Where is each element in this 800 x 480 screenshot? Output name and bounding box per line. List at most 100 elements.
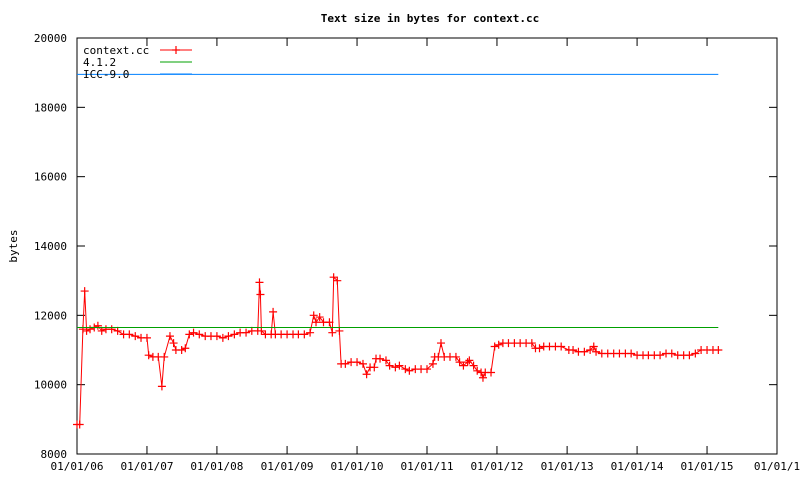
data-point (75, 420, 84, 429)
data-point (169, 339, 178, 348)
data-point (627, 349, 636, 358)
data-point (362, 370, 371, 379)
data-point (160, 352, 169, 361)
data-point (490, 342, 499, 351)
legend-marker (172, 46, 180, 54)
data-point (436, 339, 445, 348)
data-point (391, 363, 400, 372)
data-point (691, 349, 700, 358)
data-point (165, 332, 174, 341)
data-point (465, 356, 474, 365)
data-point (353, 358, 362, 367)
data-point (592, 347, 601, 356)
data-point (527, 339, 536, 348)
data-point (569, 346, 578, 354)
data-point (333, 276, 342, 285)
plot-frame (76, 37, 778, 455)
data-point (242, 328, 251, 337)
data-point (589, 342, 598, 351)
y-tick-label: 10000 (34, 379, 67, 392)
y-tick-label: 20000 (34, 32, 67, 45)
data-point (451, 352, 460, 361)
data-point (312, 318, 321, 327)
data-point (459, 361, 468, 370)
data-point (195, 330, 204, 339)
x-tick-label: 01/01/06 (51, 460, 104, 473)
data-point (80, 287, 89, 296)
data-point (93, 321, 102, 330)
series-line (77, 276, 719, 425)
data-point (656, 351, 665, 360)
data-point (335, 326, 344, 335)
data-point (189, 328, 198, 337)
data-point (125, 330, 134, 339)
x-tick-label: 01/01/12 (470, 460, 523, 473)
data-point (177, 346, 186, 354)
data-point (329, 273, 338, 282)
data-point (370, 363, 379, 372)
data-point (325, 318, 334, 327)
y-tick-label: 16000 (34, 171, 67, 184)
data-point (557, 342, 566, 351)
data-point (385, 361, 394, 370)
data-point (306, 328, 315, 337)
data-point (255, 278, 264, 287)
data-point (218, 333, 227, 342)
data-point (78, 325, 87, 334)
data-point (494, 340, 503, 349)
data-point (257, 326, 266, 335)
data-point (478, 373, 487, 382)
data-point (113, 326, 122, 335)
data-point (341, 359, 350, 368)
y-tick-label: 14000 (34, 240, 67, 253)
series-layer (73, 73, 723, 429)
data-point (131, 332, 140, 341)
data-point (315, 313, 324, 322)
x-tick-label: 01/01/15 (681, 460, 734, 473)
data-point (428, 359, 437, 368)
data-point (309, 311, 318, 320)
y-axis: 8000 10000 12000 14000 16000 18000 20000 (34, 32, 777, 461)
x-axis: 01/01/06 01/01/07 01/01/08 01/01/09 01/01/10… (51, 38, 800, 473)
x-tick-label: 01/01/11 (401, 460, 454, 473)
data-point (714, 346, 723, 354)
legend-label: context.cc (83, 44, 149, 57)
x-tick-label: 01/01/09 (261, 460, 314, 473)
data-point (107, 325, 116, 334)
series-0 (73, 273, 723, 429)
data-point (667, 349, 676, 358)
data-point (224, 332, 233, 341)
data-point (269, 307, 278, 316)
y-tick-label: 18000 (34, 101, 67, 114)
y-axis-label: bytes (7, 229, 20, 262)
data-point (405, 366, 414, 375)
data-point (473, 366, 482, 375)
data-point (401, 365, 410, 374)
data-point (328, 328, 337, 337)
data-point (358, 359, 367, 368)
data-point (212, 332, 221, 341)
y-tick-label: 12000 (34, 309, 67, 322)
data-point (376, 354, 385, 363)
data-point (395, 361, 404, 370)
data-point (685, 351, 694, 360)
data-point (535, 344, 544, 353)
x-tick-label: 01/01/14 (611, 460, 664, 473)
data-point (144, 351, 153, 360)
x-tick-label: 01/01/10 (331, 460, 384, 473)
data-point (586, 346, 595, 354)
chart-title: Text size in bytes for context.cc (321, 12, 540, 25)
data-point (142, 333, 151, 342)
data-point (97, 326, 106, 335)
data-point (580, 347, 589, 356)
data-point (256, 290, 265, 299)
data-point (300, 330, 309, 339)
x-tick-label: 01/01/08 (190, 460, 243, 473)
data-point (230, 330, 239, 339)
data-point (423, 365, 431, 374)
data-point (455, 358, 464, 367)
x-tick-label: 01/01/1 (754, 460, 800, 473)
legend-label: 4.1.2 (83, 56, 116, 69)
